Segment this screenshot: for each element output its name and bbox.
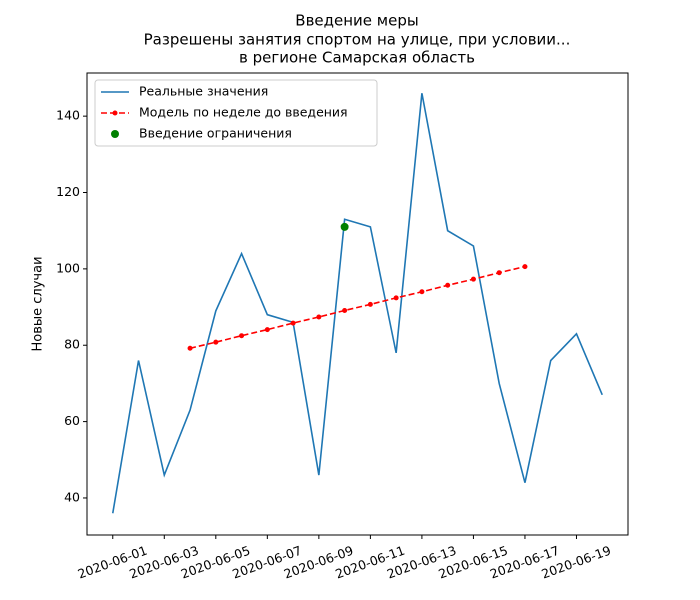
y-tick-label: 120 [56, 184, 80, 199]
legend-label: Реальные значения [139, 84, 268, 99]
y-tick-label: 140 [56, 108, 80, 123]
data-line [189, 265, 526, 350]
marker [290, 320, 296, 326]
legend-label: Модель по неделе до введения [139, 105, 348, 120]
legend-swatch [111, 130, 119, 138]
marker [239, 333, 245, 339]
marker [393, 295, 399, 301]
legend-swatch [112, 110, 118, 116]
y-axis-label: Новые случаи [31, 256, 46, 351]
chart-title: Введение меры [295, 12, 418, 30]
plot-frame [86, 72, 629, 536]
marker [187, 345, 193, 351]
chart-title: в регионе Самарская область [239, 49, 475, 67]
marker [213, 339, 219, 345]
y-tick-label: 80 [64, 337, 80, 352]
data-line [111, 93, 603, 514]
marker [264, 327, 270, 333]
marker [316, 314, 322, 320]
marker [470, 276, 476, 282]
marker [496, 270, 502, 276]
marker [445, 282, 451, 288]
chart-title: Разрешены занятия спортом на улице, при … [144, 31, 571, 49]
legend-label: Введение ограничения [139, 126, 292, 141]
marker [367, 301, 373, 307]
y-tick-label: 40 [64, 489, 80, 504]
marker [522, 264, 528, 270]
scatter-point [340, 222, 349, 231]
legend-box [94, 79, 378, 147]
marker [419, 289, 425, 295]
y-tick-label: 100 [56, 260, 80, 275]
y-tick-label: 60 [64, 413, 80, 428]
marker [342, 307, 348, 313]
